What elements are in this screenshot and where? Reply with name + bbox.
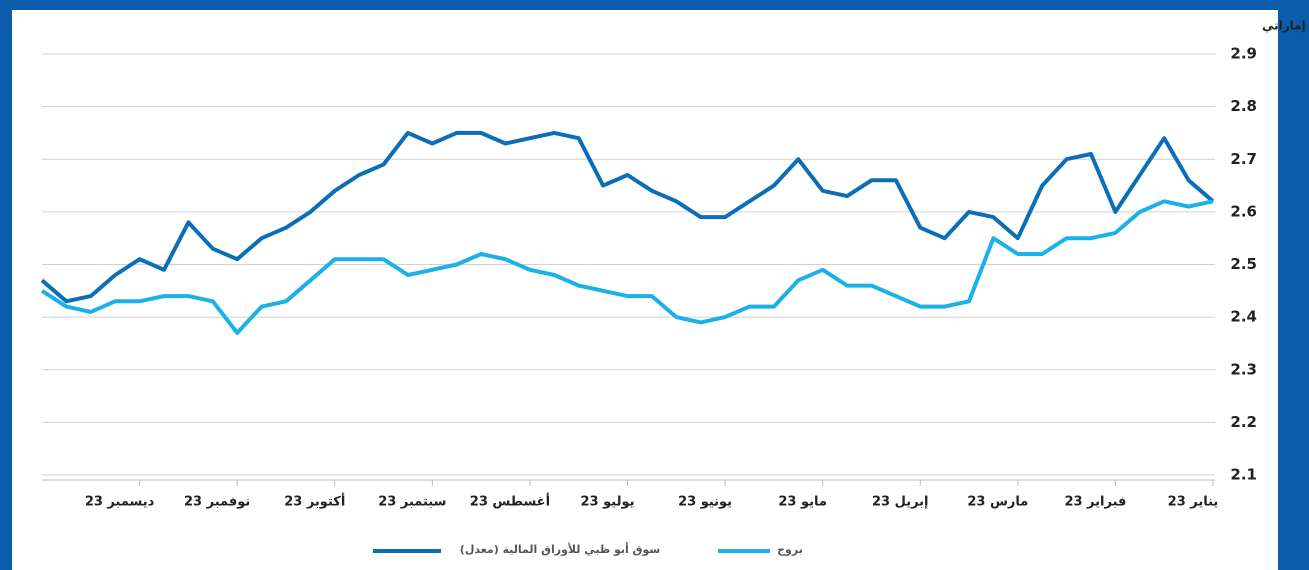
- x-tick-label: إبريل 23: [872, 495, 929, 510]
- y-tick-label: 2.3: [1230, 360, 1257, 378]
- y-tick-label: 2.4: [1230, 308, 1257, 326]
- x-tick-label: يوليو 23: [581, 495, 635, 510]
- series-line: [40, 199, 1214, 335]
- x-tick-label: مايو 23: [778, 495, 827, 510]
- y-tick-label: 2.2: [1230, 413, 1257, 431]
- legend-label: بروج: [777, 543, 803, 557]
- x-tick-label: فبراير 23: [1064, 495, 1126, 510]
- y-tick-label: 2.9: [1230, 45, 1257, 63]
- x-tick-label: يونيو 23: [678, 495, 732, 510]
- y-tick-label: 2.7: [1230, 150, 1257, 168]
- y-tick-label: 2.6: [1230, 202, 1257, 220]
- x-tick-label: نوفمبر 23: [184, 495, 250, 510]
- panel: [12, 10, 1278, 570]
- x-tick-label: أغسطس 23: [470, 493, 550, 510]
- x-tick-label: يناير 23: [1168, 495, 1219, 510]
- y-axis-unit: درهم إماراتي: [1262, 19, 1309, 33]
- x-tick-label: مارس 23: [967, 495, 1028, 510]
- y-tick-label: 2.8: [1230, 97, 1257, 115]
- x-tick-label: ديسمبر 23: [85, 495, 155, 510]
- legend-label: سوق أبو ظبي للأوراق المالية (معدل): [460, 542, 660, 556]
- y-tick-label: 2.1: [1230, 466, 1257, 484]
- series-line: [40, 130, 1215, 304]
- x-tick-label: سبتمبر 23: [378, 495, 446, 510]
- x-tick-label: أكتوبر 23: [284, 493, 345, 510]
- y-tick-label: 2.5: [1230, 255, 1257, 273]
